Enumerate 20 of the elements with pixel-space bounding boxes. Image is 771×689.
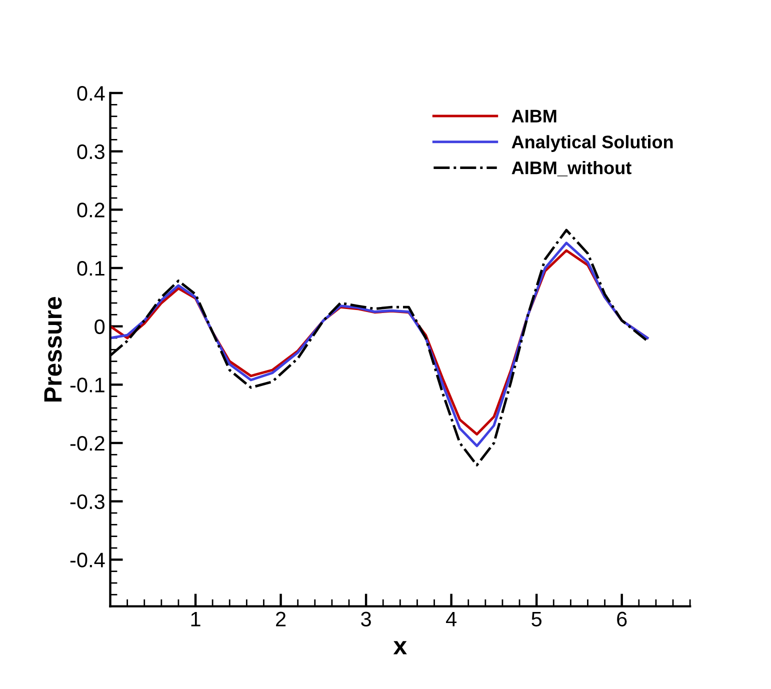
y-tick-label: 0	[94, 319, 105, 334]
y-tick-label: 0.1	[77, 261, 104, 276]
x-tick-label: 4	[446, 612, 456, 626]
x-tick-label: 5	[532, 612, 542, 626]
y-axis-title: Pressure	[44, 297, 62, 402]
y-tick-label: -0.4	[70, 552, 105, 568]
x-tick-label: 1	[191, 612, 200, 626]
y-tick-label: -0.1	[70, 378, 104, 392]
legend-label: AIBM_without	[512, 160, 632, 176]
x-tick-label: 2	[276, 612, 286, 626]
legend-label: AIBM	[512, 110, 556, 122]
y-tick-label: 0.4	[77, 86, 105, 101]
y-tick-label: 0.2	[77, 202, 104, 218]
x-axis-title: x	[393, 641, 407, 654]
x-tick-label: 6	[617, 612, 627, 626]
x-tick-label: 3	[361, 612, 371, 626]
y-tick-label: -0.2	[70, 436, 104, 451]
y-tick-label: -0.3	[70, 494, 104, 510]
legend-label: Analytical Solution	[512, 135, 673, 152]
y-tick-label: 0.3	[77, 144, 104, 160]
